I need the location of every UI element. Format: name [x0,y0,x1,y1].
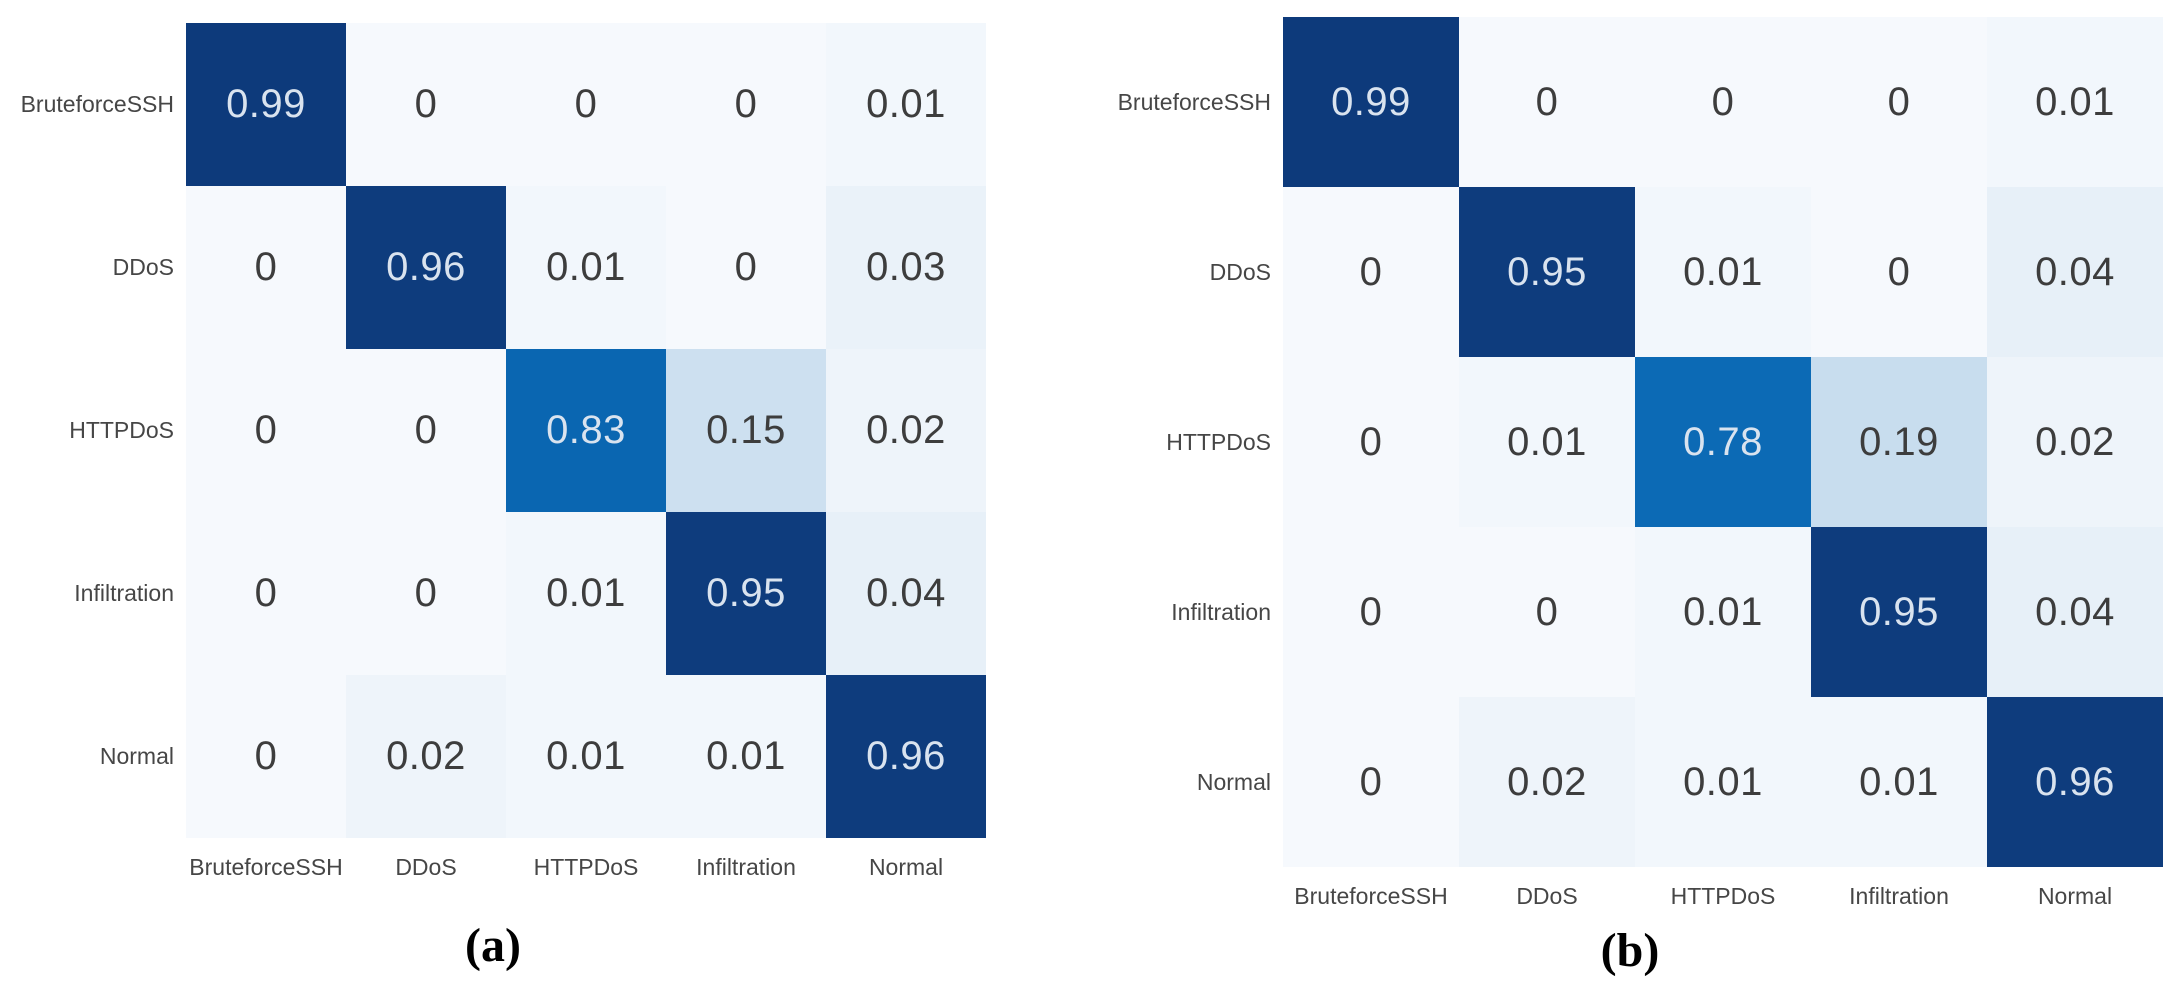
matrix-cell: 0.95 [1459,187,1635,357]
heatmap-a: BruteforceSSH 0.99 0 0 0 0.01 DDoS 0 0.96 0.01 0 0.… [0,23,986,882]
col-label: Infiltration [1849,883,1949,909]
matrix-cell: 0.95 [1811,527,1987,697]
matrix-cell: 0.99 [1283,17,1459,187]
panel-a: BruteforceSSH 0.99 0 0 0 0.01 DDoS 0 0.96 0.01 0 0.… [0,0,986,973]
matrix-cell: 0 [1283,527,1459,697]
matrix-cell: 0 [666,23,826,186]
matrix-cell: 0.01 [1635,527,1811,697]
matrix-cell: 0 [1811,17,1987,187]
matrix-cell: 0 [346,512,506,675]
axis-corner [0,838,186,882]
matrix-cell: 0 [1635,17,1811,187]
col-label: Infiltration [696,854,796,880]
col-label: BruteforceSSH [189,854,343,880]
matrix-cell: 0.01 [826,23,986,186]
matrix-cell: 0 [346,23,506,186]
row-label: Normal [1196,768,1271,795]
row-label: DDoS [112,254,174,280]
matrix-cell: 0.01 [506,675,666,838]
caption-a: (a) [465,919,521,972]
row-label: Normal [99,743,174,769]
row-label: HTTPDoS [69,417,174,443]
col-label: BruteforceSSH [1294,883,1448,909]
matrix-cell: 0.01 [1987,17,2163,187]
row-label: Infiltration [1171,598,1271,625]
col-label: HTTPDoS [533,854,639,880]
matrix-cell: 0.96 [826,675,986,838]
matrix-cell: 0.01 [666,675,826,838]
matrix-cell: 0.01 [1635,697,1811,867]
matrix-cell: 0.01 [1459,357,1635,527]
matrix-cell: 0 [186,512,346,675]
matrix-cell: 0 [506,23,666,186]
row-label: Infiltration [74,580,174,606]
matrix-cell: 0 [186,675,346,838]
matrix-cell: 0 [186,186,346,349]
matrix-cell: 0.78 [1635,357,1811,527]
matrix-cell: 0.04 [1987,527,2163,697]
matrix-cell: 0.83 [506,349,666,512]
heatmap-b: BruteforceSSH 0.99 0 0 0 0.01 DDoS 0 0.95 0.01 0 0.… [1097,17,2163,911]
col-label: DDoS [395,854,457,880]
axis-corner [1097,867,1283,911]
row-label: DDoS [1209,258,1271,285]
panel-b: BruteforceSSH 0.99 0 0 0 0.01 DDoS 0 0.95 0.01 0 0.… [1097,0,2163,978]
matrix-cell: 0.02 [1459,697,1635,867]
matrix-cell: 0.96 [346,186,506,349]
matrix-cell: 0.02 [826,349,986,512]
matrix-cell: 0 [1283,187,1459,357]
row-label: BruteforceSSH [1117,88,1271,115]
matrix-cell: 0.99 [186,23,346,186]
matrix-cell: 0 [346,349,506,512]
matrix-cell: 0.04 [1987,187,2163,357]
matrix-cell: 0 [1283,357,1459,527]
col-label: Normal [868,854,944,880]
row-label: HTTPDoS [1166,428,1271,455]
matrix-cell: 0.95 [666,512,826,675]
matrix-cell: 0.02 [346,675,506,838]
matrix-cell: 0.01 [506,186,666,349]
row-label: BruteforceSSH [20,91,174,117]
matrix-cell: 0 [1459,527,1635,697]
col-label: HTTPDoS [1670,883,1776,909]
matrix-cell: 0.01 [506,512,666,675]
matrix-cell: 0.15 [666,349,826,512]
matrix-cell: 0.03 [826,186,986,349]
matrix-cell: 0.01 [1635,187,1811,357]
matrix-cell: 0 [186,349,346,512]
col-label: Normal [2037,883,2113,909]
caption-b: (b) [1600,924,1660,977]
matrix-cell: 0 [1811,187,1987,357]
matrix-cell: 0.04 [826,512,986,675]
matrix-cell: 0.19 [1811,357,1987,527]
matrix-cell: 0.02 [1987,357,2163,527]
col-label: DDoS [1516,883,1578,909]
matrix-cell: 0 [666,186,826,349]
matrix-cell: 0 [1459,17,1635,187]
matrix-cell: 0 [1283,697,1459,867]
matrix-cell: 0.96 [1987,697,2163,867]
matrix-cell: 0.01 [1811,697,1987,867]
